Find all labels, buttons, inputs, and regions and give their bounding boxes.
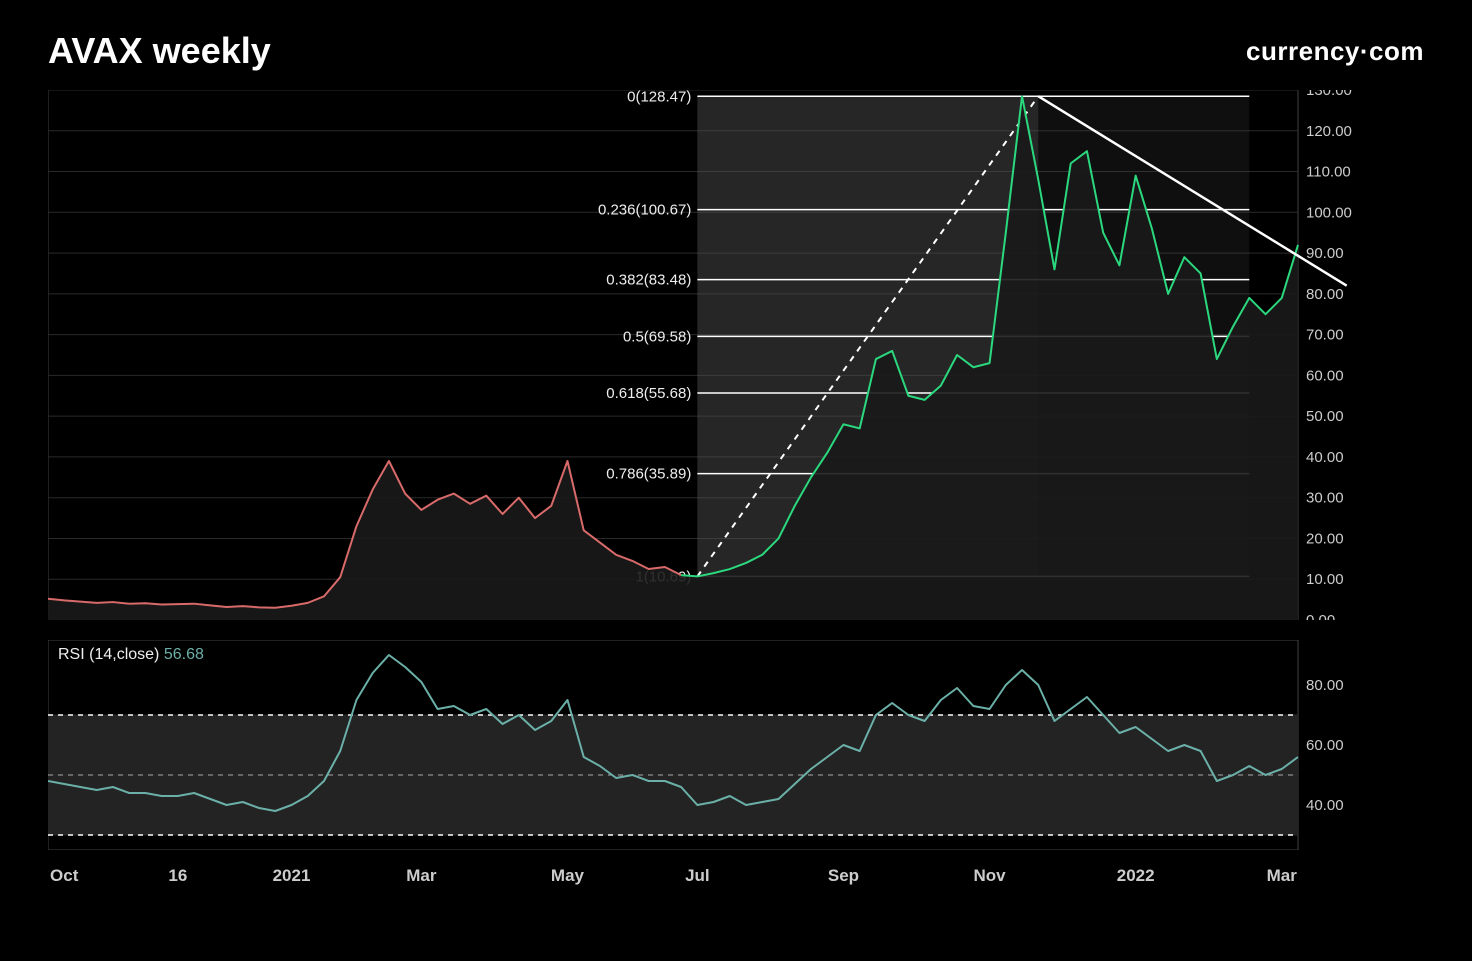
price-ytick-label: 120.00 — [1306, 123, 1352, 140]
brand-logo: currency·com — [1246, 36, 1424, 67]
price-ytick-label: 90.00 — [1306, 245, 1344, 262]
price-ytick-label: 10.00 — [1306, 571, 1344, 588]
rsi-ytick-label: 40.00 — [1306, 797, 1344, 814]
price-ytick-label: 50.00 — [1306, 408, 1344, 425]
xaxis-label: 2021 — [273, 866, 311, 886]
rsi-chart-svg: 40.00 60.00 80.00 — [48, 640, 1364, 850]
rsi-chart: RSI (14,close) 56.68 40.00 60.00 80.00 — [48, 640, 1364, 850]
rsi-title: RSI (14,close) 56.68 — [58, 646, 204, 664]
fib-level-label: 0.618(55.68) — [606, 385, 691, 402]
price-chart: 0.00 10.00 20.00 30.00 40.00 50.00 60.00 70.00 8… — [48, 90, 1364, 620]
xaxis-label: Jul — [685, 866, 710, 886]
rsi-ytick-label: 80.00 — [1306, 677, 1344, 694]
price-ytick-label: 30.00 — [1306, 490, 1344, 507]
price-ytick-label: 100.00 — [1306, 204, 1352, 221]
xaxis-label: Mar — [406, 866, 436, 886]
fib-level-label: 0.786(35.89) — [606, 466, 691, 483]
fib-level-label: 0(128.47) — [627, 90, 691, 105]
price-ytick-label: 0.00 — [1306, 612, 1335, 620]
price-ytick-label: 130.00 — [1306, 90, 1352, 99]
price-ytick-label: 40.00 — [1306, 449, 1344, 466]
rsi-ytick-label: 60.00 — [1306, 737, 1344, 754]
price-ytick-label: 70.00 — [1306, 327, 1344, 344]
price-chart-svg: 0.00 10.00 20.00 30.00 40.00 50.00 60.00 70.00 8… — [48, 90, 1364, 620]
price-ytick-label: 20.00 — [1306, 530, 1344, 547]
chart-title: AVAX weekly — [48, 30, 271, 72]
x-axis: Oct 16 2021 Mar May Jul Sep Nov 2022 Mar — [48, 860, 1364, 900]
xaxis-label: Sep — [828, 866, 859, 886]
xaxis-label: Mar — [1267, 866, 1297, 886]
rsi-title-prefix: RSI (14,close) — [58, 646, 159, 663]
fib-level-label: 0.236(100.67) — [598, 202, 691, 219]
price-ytick-label: 80.00 — [1306, 286, 1344, 303]
xaxis-label: Nov — [973, 866, 1005, 886]
xaxis-label: Oct — [50, 866, 78, 886]
price-ytick-label: 60.00 — [1306, 367, 1344, 384]
fib-level-label: 0.382(83.48) — [606, 272, 691, 289]
price-ytick-label: 110.00 — [1306, 164, 1351, 181]
xaxis-label: May — [551, 866, 584, 886]
header: AVAX weekly currency·com — [48, 30, 1424, 72]
rsi-current-value: 56.68 — [164, 646, 204, 663]
xaxis-label: 16 — [168, 866, 187, 886]
xaxis-label: 2022 — [1117, 866, 1155, 886]
fib-level-label: 0.5(69.58) — [623, 328, 691, 345]
